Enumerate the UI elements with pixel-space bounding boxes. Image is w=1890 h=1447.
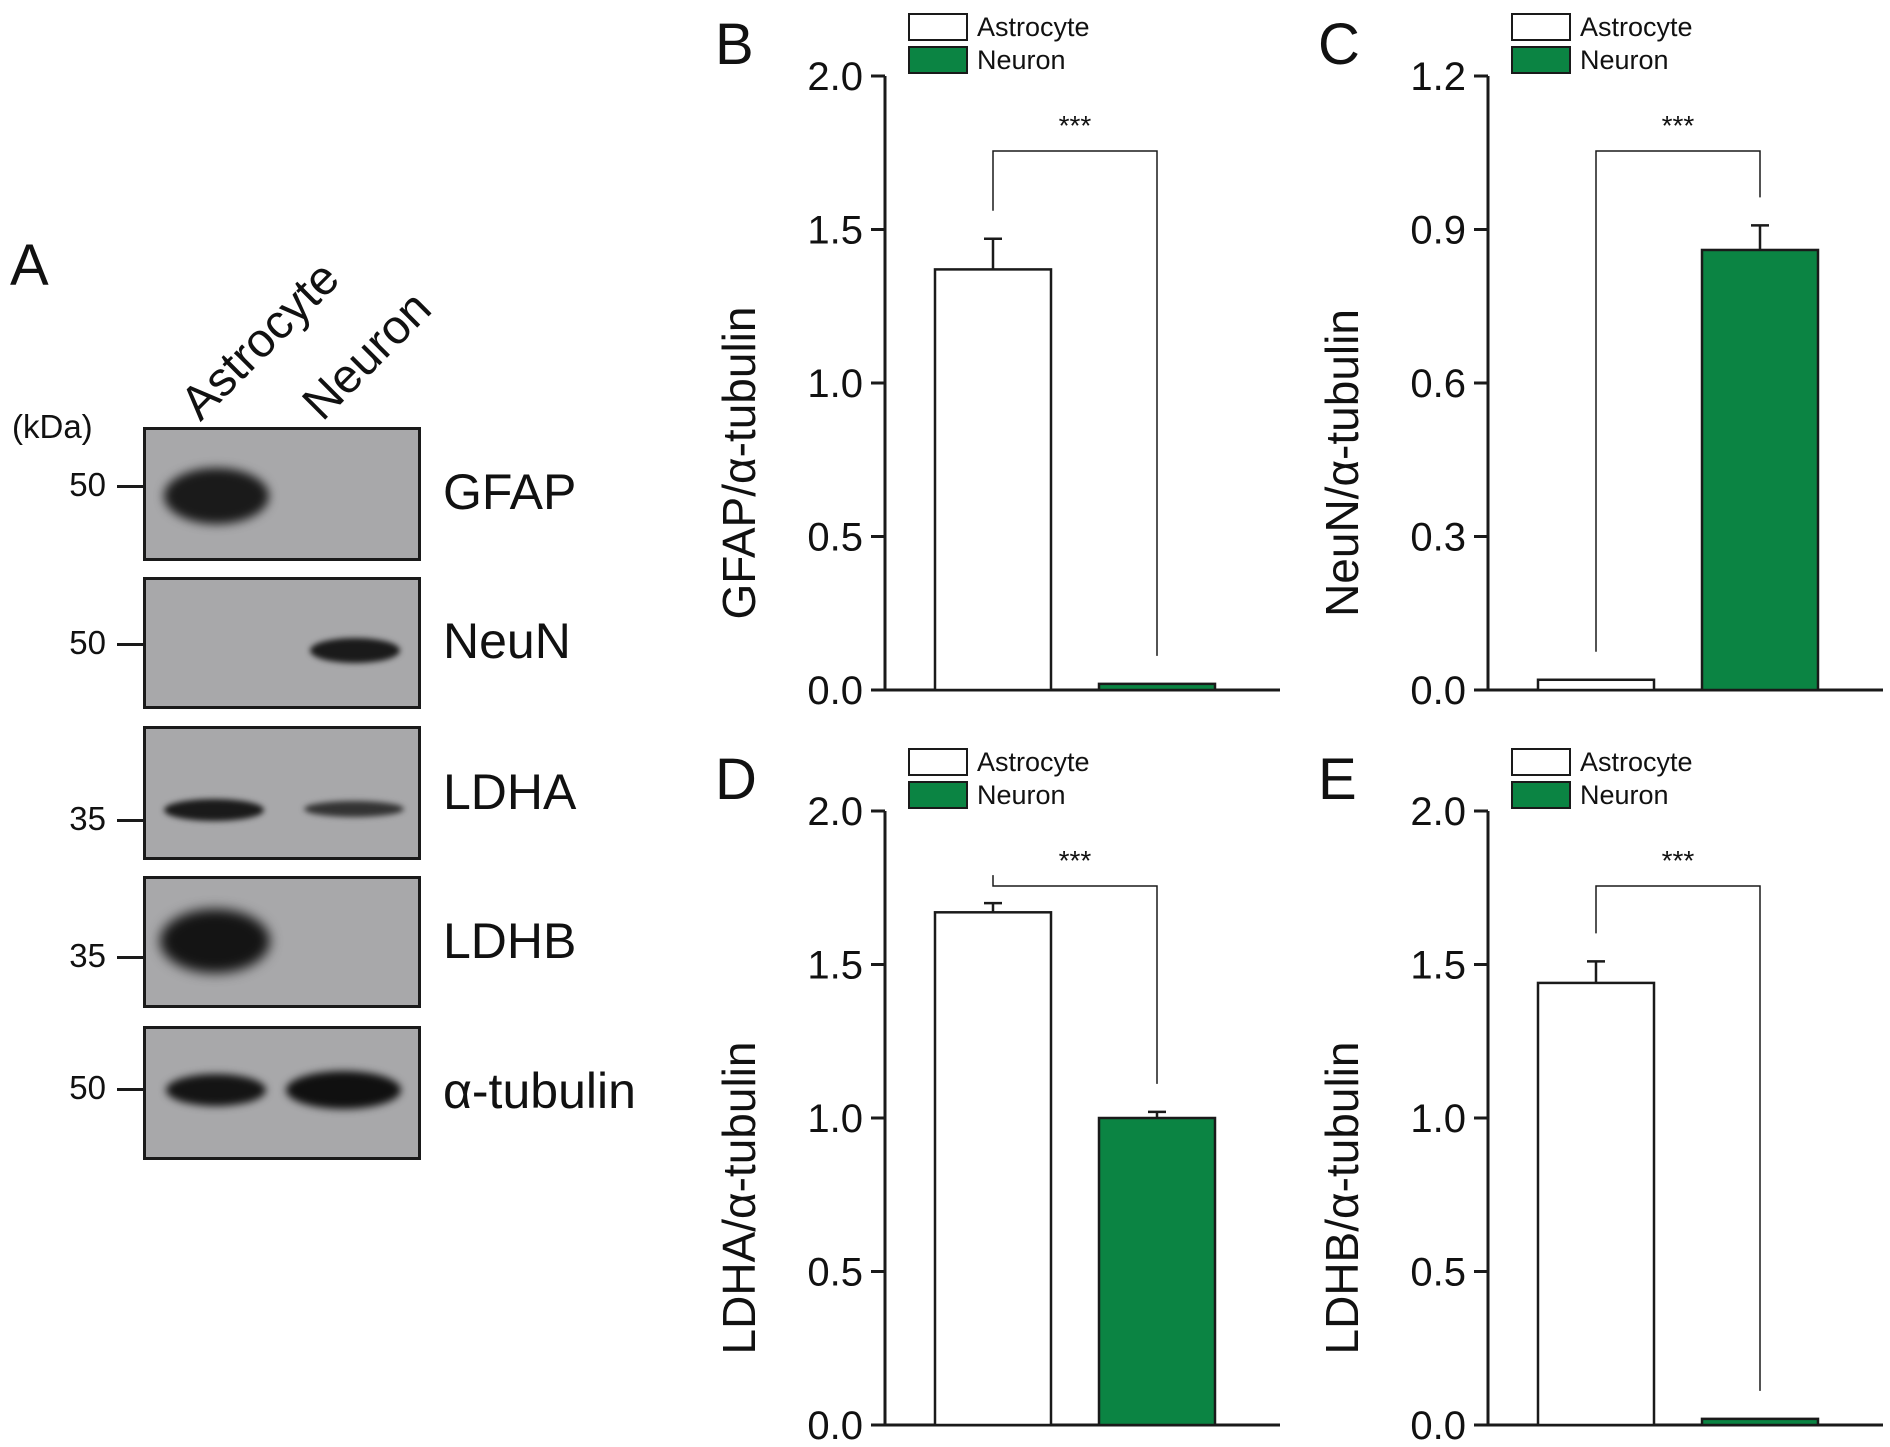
band-gfap-astrocyte: [164, 468, 269, 524]
panel-a-letter: A: [10, 233, 49, 298]
y-tick-label: 0.0: [1410, 669, 1466, 713]
chart-panel-e: E 0.0 0.5 1.0 1.5 2.0 LDHB/α-tubulin *** Astrocy…: [1316, 747, 1883, 1447]
chart-panel-c: C 0.0 0.3 0.6 0.9 1.2 NeuN/α-tubulin *** Astrocy…: [1316, 12, 1883, 713]
marker-tick: [117, 643, 143, 646]
legend-swatch-neuron: [1511, 781, 1571, 809]
y-tick-label: 0.0: [1410, 1404, 1466, 1447]
significance-label: ***: [1059, 110, 1092, 141]
y-tick-label: 0.0: [807, 669, 863, 713]
legend-swatch-neuron: [908, 46, 968, 74]
bar-neuron: [1700, 1417, 1820, 1427]
legend-swatch-astrocyte: [1511, 748, 1571, 776]
legend-swatch-astrocyte: [908, 13, 968, 41]
significance-bracket: [1595, 150, 1761, 652]
y-tick-label: 0.5: [1410, 1251, 1466, 1295]
y-tick-label: 1.2: [1410, 55, 1466, 99]
marker-label: 50: [69, 624, 106, 661]
y-tick-label: 2.0: [807, 790, 863, 834]
marker-tick: [117, 819, 143, 822]
y-axis-label: NeuN/α-tubulin: [1316, 309, 1368, 617]
legend-label-neuron: Neuron: [977, 45, 1066, 75]
y-axis-label: GFAP/α-tubulin: [713, 307, 765, 620]
y-tick-label: 1.0: [807, 362, 863, 406]
marker-label: 35: [69, 800, 106, 837]
significance-bracket: [992, 150, 1158, 656]
marker-tick: [117, 485, 143, 488]
bar-astrocyte: [933, 268, 1053, 692]
significance-label: ***: [1662, 110, 1695, 141]
bar-astrocyte: [933, 911, 1053, 1427]
y-tick-label: 0.5: [807, 516, 863, 560]
band-ldha-neuron: [304, 801, 404, 817]
y-tick-label: 2.0: [1410, 790, 1466, 834]
band-neun-neuron: [310, 638, 400, 663]
chart-panel-d: D 0.0 0.5 1.0 1.5 2.0 LDHA/α-tubulin *** Astrocy…: [713, 747, 1280, 1447]
band-ldha-astrocyte: [164, 799, 264, 821]
bar-neuron: [1097, 1116, 1217, 1427]
panel-letter: D: [715, 747, 757, 812]
significance-label: ***: [1059, 845, 1092, 876]
blot-label-neun: NeuN: [443, 613, 571, 669]
y-tick-label: 1.5: [1410, 944, 1466, 988]
legend-label-astrocyte: Astrocyte: [1580, 747, 1693, 777]
legend-label-astrocyte: Astrocyte: [1580, 12, 1693, 42]
y-tick-label: 0.6: [1410, 362, 1466, 406]
bar-astrocyte: [1536, 678, 1656, 692]
y-tick-label: 1.5: [807, 209, 863, 253]
marker-label: 50: [69, 466, 106, 503]
y-tick-label: 0.9: [1410, 209, 1466, 253]
band-tubulin-neuron: [286, 1071, 401, 1109]
y-tick-label: 1.0: [1410, 1097, 1466, 1141]
y-tick-label: 0.3: [1410, 516, 1466, 560]
significance-bracket: [1595, 885, 1761, 1391]
blot-ldha: [143, 726, 421, 860]
legend-swatch-astrocyte: [1511, 13, 1571, 41]
legend-label-neuron: Neuron: [1580, 45, 1669, 75]
marker-tick: [117, 1088, 143, 1091]
bar-neuron: [1097, 682, 1217, 692]
significance-bracket: [992, 875, 1158, 1084]
blot-label-alpha-tubulin: α-tubulin: [443, 1063, 636, 1119]
y-tick-label: 0.5: [807, 1251, 863, 1295]
y-tick-label: 0.0: [807, 1404, 863, 1447]
band-ldhb-astrocyte: [160, 909, 270, 973]
y-tick-label: 2.0: [807, 55, 863, 99]
y-axis-label: LDHA/α-tubulin: [713, 1042, 765, 1355]
significance-label: ***: [1662, 845, 1695, 876]
legend-label-neuron: Neuron: [977, 780, 1066, 810]
marker-label: 50: [69, 1069, 106, 1106]
bar-neuron: [1700, 248, 1820, 692]
bar-astrocyte: [1536, 981, 1656, 1427]
legend-swatch-neuron: [1511, 46, 1571, 74]
legend-swatch-astrocyte: [908, 748, 968, 776]
legend-swatch-neuron: [908, 781, 968, 809]
legend-label-neuron: Neuron: [1580, 780, 1669, 810]
y-axis-label: LDHB/α-tubulin: [1316, 1042, 1368, 1355]
panel-letter: E: [1318, 747, 1357, 812]
panel-letter: B: [715, 12, 754, 77]
y-tick-label: 1.5: [807, 944, 863, 988]
legend-label-astrocyte: Astrocyte: [977, 747, 1090, 777]
panel-letter: C: [1318, 12, 1360, 77]
blot-label-ldha: LDHA: [443, 764, 577, 820]
blot-label-gfap: GFAP: [443, 464, 577, 520]
blot-label-ldhb: LDHB: [443, 913, 577, 969]
chart-panel-b: B 0.0 0.5 1.0 1.5 2.0 GFAP/α-tubulin *** Astrocy…: [713, 12, 1280, 713]
blot-neun: [143, 577, 421, 709]
legend-label-astrocyte: Astrocyte: [977, 12, 1090, 42]
marker-label: 35: [69, 937, 106, 974]
blot-ldhb: [143, 876, 421, 1008]
y-tick-label: 1.0: [807, 1097, 863, 1141]
marker-tick: [117, 956, 143, 959]
band-tubulin-astrocyte: [166, 1074, 266, 1106]
kda-label: (kDa): [12, 408, 93, 445]
blot-alpha-tubulin: [143, 1026, 421, 1160]
blot-gfap: [143, 427, 421, 561]
